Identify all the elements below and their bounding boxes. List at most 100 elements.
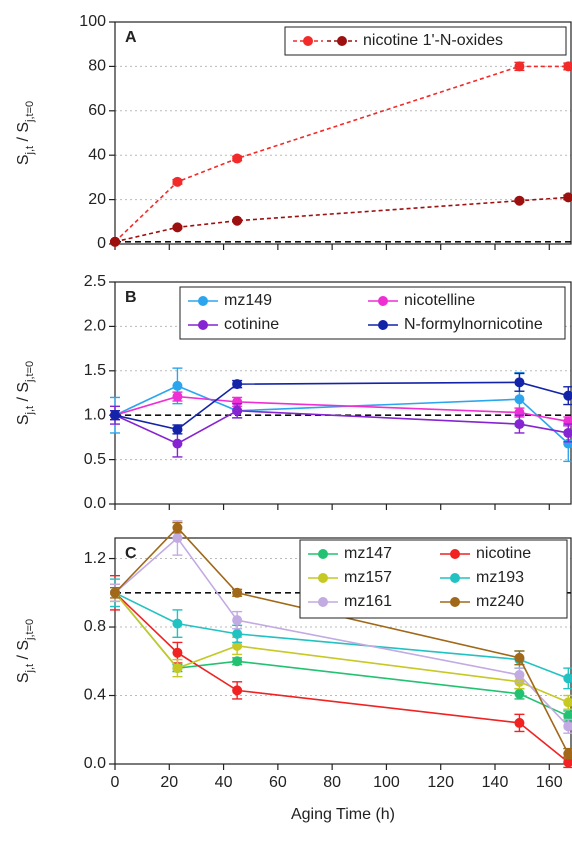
data-point xyxy=(232,396,243,407)
legend-marker xyxy=(318,573,328,583)
data-point xyxy=(232,628,243,639)
data-point xyxy=(563,427,572,438)
data-point xyxy=(172,424,183,435)
data-point xyxy=(172,618,183,629)
legend-marker xyxy=(318,549,328,559)
y-axis-label-part: S xyxy=(15,155,32,166)
y-tick-label: 80 xyxy=(88,58,106,75)
data-point xyxy=(514,61,525,72)
y-axis-label-part: j,t=0 xyxy=(24,361,36,383)
x-tick-label: 120 xyxy=(427,774,454,791)
plot-frame xyxy=(114,537,572,765)
data-point xyxy=(563,721,572,732)
x-tick-label: 160 xyxy=(536,774,563,791)
data-point xyxy=(232,640,243,651)
x-tick-label: 0 xyxy=(111,774,120,791)
series-line xyxy=(114,196,569,243)
x-tick-label: 140 xyxy=(482,774,509,791)
y-tick-label: 0.0 xyxy=(84,495,106,512)
data-point xyxy=(563,673,572,684)
data-point xyxy=(232,153,243,164)
data-point xyxy=(514,669,525,680)
legend-label: mz147 xyxy=(344,545,392,562)
y-axis-label-part: / S xyxy=(15,640,32,664)
plot-frame xyxy=(114,21,572,245)
data-point xyxy=(232,379,243,390)
y-axis-label: Sj,t / Sj,t=0 xyxy=(15,101,36,165)
y-axis-label-part: / S xyxy=(15,122,32,146)
legend-marker xyxy=(198,320,208,330)
y-axis-label-part: j,t=0 xyxy=(24,619,36,641)
y-tick-label: 2.5 xyxy=(84,273,106,290)
y-axis-label: Sj,t / Sj,t=0 xyxy=(15,619,36,683)
data-point xyxy=(563,192,572,203)
data-point xyxy=(563,438,572,449)
y-tick-label: 60 xyxy=(88,102,106,119)
y-axis-label-part: / S xyxy=(15,382,32,406)
legend-marker xyxy=(318,597,328,607)
legend-box xyxy=(284,26,567,56)
legend-marker xyxy=(303,36,313,46)
data-point xyxy=(172,533,183,543)
y-axis-label-part: S xyxy=(15,415,32,426)
panel-label: A xyxy=(125,29,137,46)
y-tick-label: 0 xyxy=(97,235,106,252)
data-point xyxy=(232,215,243,226)
legend-label: mz161 xyxy=(344,593,392,610)
y-tick-label: 2.0 xyxy=(84,318,106,335)
legend-label: mz240 xyxy=(476,593,524,610)
data-point xyxy=(563,697,572,708)
data-point xyxy=(232,615,243,626)
y-tick-label: 40 xyxy=(88,146,106,163)
data-point xyxy=(172,380,183,391)
data-point xyxy=(232,587,243,598)
y-tick-label: 20 xyxy=(88,191,106,208)
y-axis-label-part: j,t xyxy=(24,406,36,416)
legend-box xyxy=(179,286,566,340)
legend-label: nicotine xyxy=(476,545,531,562)
y-axis-label: Sj,t / Sj,t=0 xyxy=(15,361,36,425)
x-tick-label: 40 xyxy=(215,774,233,791)
y-tick-label: 100 xyxy=(79,13,106,30)
legend-label: nicotine 1'-N-oxides xyxy=(363,32,503,49)
data-point xyxy=(172,222,183,233)
data-point xyxy=(514,688,525,699)
data-point xyxy=(232,685,243,696)
legend-label: cotinine xyxy=(224,316,279,333)
legend-label: mz193 xyxy=(476,569,524,586)
data-point xyxy=(563,61,572,72)
y-tick-label: 1.5 xyxy=(84,362,106,379)
data-point xyxy=(514,652,525,663)
data-point xyxy=(563,711,572,722)
y-tick-label: 0.0 xyxy=(84,755,106,772)
data-point xyxy=(232,656,243,667)
data-point xyxy=(514,717,525,728)
data-point xyxy=(172,438,183,449)
legend-label: mz149 xyxy=(224,292,272,309)
y-tick-label: 0.5 xyxy=(84,451,106,468)
data-point xyxy=(563,757,572,768)
x-tick-label: 20 xyxy=(160,774,178,791)
y-axis-label-part: j,t xyxy=(24,664,36,674)
y-axis-label-part: j,t xyxy=(24,146,36,156)
y-tick-label: 1.0 xyxy=(84,406,106,423)
y-tick-label: 1.2 xyxy=(84,550,106,567)
legend-marker xyxy=(378,320,388,330)
data-point xyxy=(514,419,525,430)
legend-box xyxy=(299,539,568,619)
y-axis-label-part: j,t=0 xyxy=(24,101,36,123)
legend-marker xyxy=(337,36,347,46)
y-tick-label: 0.8 xyxy=(84,618,106,635)
data-point xyxy=(563,390,572,401)
legend-label: N-formylnornicotine xyxy=(404,316,543,333)
y-axis-label-part: S xyxy=(15,673,32,684)
data-point xyxy=(172,647,183,658)
panel-label: B xyxy=(125,289,137,306)
y-tick-label: 0.4 xyxy=(84,687,106,704)
data-point xyxy=(172,663,183,674)
data-point xyxy=(514,394,525,405)
data-point xyxy=(172,176,183,187)
data-point xyxy=(172,391,183,402)
data-point xyxy=(563,748,572,759)
